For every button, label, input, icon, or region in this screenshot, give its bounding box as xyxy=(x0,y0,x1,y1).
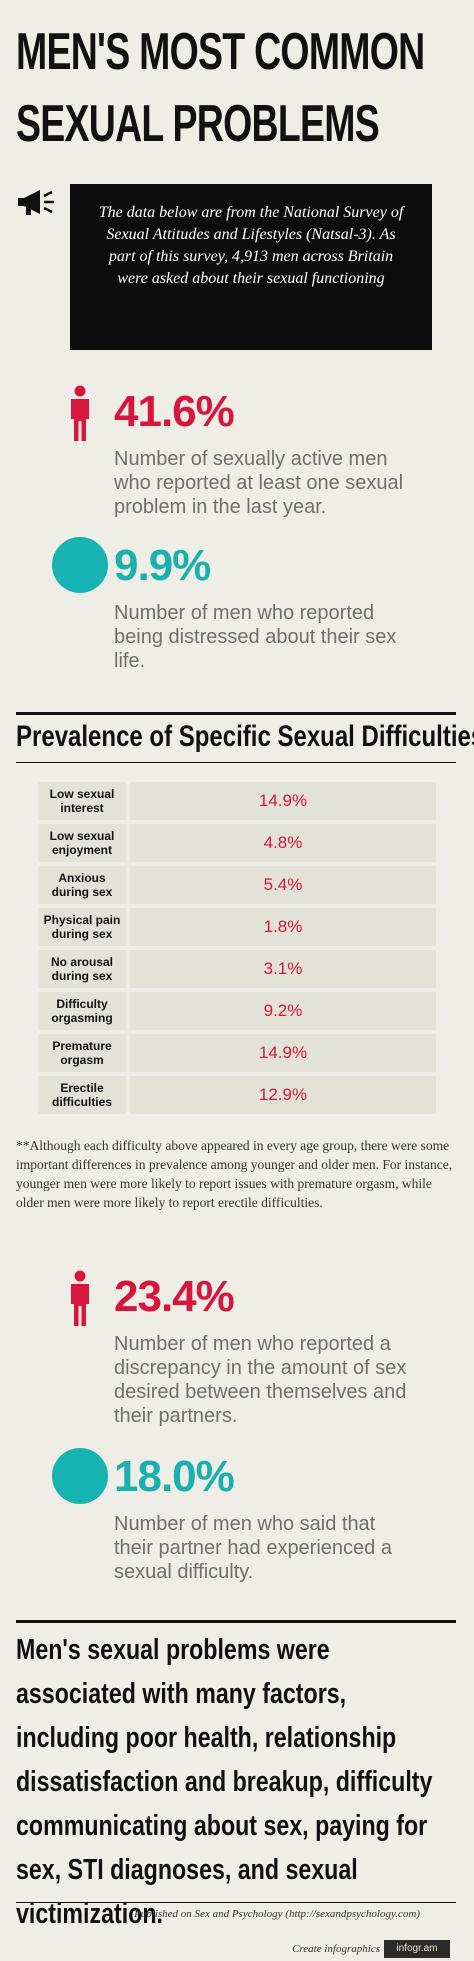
difficulty-value: 14.9% xyxy=(130,782,436,820)
title-line-2: SEXUAL PROBLEMS xyxy=(16,95,380,153)
divider xyxy=(16,1902,456,1903)
stat-description: Number of men who reported a discrepancy… xyxy=(114,1333,407,1427)
person-icon xyxy=(71,1270,89,1326)
difficulty-label: No arousal during sex xyxy=(38,950,126,988)
title-line-1: MEN'S MOST COMMON xyxy=(16,23,425,81)
table-row: No arousal during sex 3.1% xyxy=(38,950,436,988)
divider xyxy=(16,1620,456,1623)
page-title: MEN'S MOST COMMON SEXUAL PROBLEMS xyxy=(16,16,425,160)
table-row: Erectile difficulties 12.9% xyxy=(38,1076,436,1114)
table-row: Low sexual interest 14.9% xyxy=(38,782,436,820)
person-icon xyxy=(71,385,89,441)
chart-title: Prevalence of Specific Sexual Difficulti… xyxy=(16,720,474,753)
stat-value: 18.0% xyxy=(114,1452,235,1501)
conclusion-text: Men's sexual problems were associated wi… xyxy=(16,1634,433,1930)
difficulty-value: 1.8% xyxy=(130,908,436,946)
table-row: Premature orgasm 14.9% xyxy=(38,1034,436,1072)
stat-description: Number of men who said that their partne… xyxy=(114,1513,392,1583)
create-infographics-link[interactable]: Create infographics xyxy=(292,1943,380,1955)
megaphone-icon xyxy=(18,190,54,215)
footnote: **Although each difficulty above appeare… xyxy=(16,1138,453,1210)
difficulty-label: Anxious during sex xyxy=(38,866,126,904)
difficulty-value: 9.2% xyxy=(130,992,436,1030)
circle-icon xyxy=(52,537,108,593)
table-row: Difficulty orgasming 9.2% xyxy=(38,992,436,1030)
difficulty-value: 5.4% xyxy=(130,866,436,904)
difficulty-value: 4.8% xyxy=(130,824,436,862)
stat-value: 23.4% xyxy=(114,1272,235,1321)
difficulty-label: Erectile difficulties xyxy=(38,1076,126,1114)
stat-description: Number of men who reported being distres… xyxy=(114,602,397,672)
table-row: Low sexual enjoyment 4.8% xyxy=(38,824,436,862)
difficulty-label: Low sexual interest xyxy=(38,782,126,820)
stat-description: Number of sexually active men who report… xyxy=(114,448,404,518)
table-row: Physical pain during sex 1.8% xyxy=(38,908,436,946)
intro-box: The data below are from the National Sur… xyxy=(70,184,432,350)
difficulty-label: Physical pain during sex xyxy=(38,908,126,946)
difficulty-value: 12.9% xyxy=(130,1076,436,1114)
divider xyxy=(16,712,456,715)
difficulty-label: Difficulty orgasming xyxy=(38,992,126,1030)
difficulty-label: Low sexual enjoyment xyxy=(38,824,126,862)
brand-logo[interactable]: infogr.am xyxy=(384,1940,450,1958)
difficulty-value: 3.1% xyxy=(130,950,436,988)
published-credit: Published on Sex and Psychology (http://… xyxy=(134,1908,420,1920)
difficulty-value: 14.9% xyxy=(130,1034,436,1072)
table-row: Anxious during sex 5.4% xyxy=(38,866,436,904)
stat-value: 41.6% xyxy=(114,387,235,436)
difficulty-label: Premature orgasm xyxy=(38,1034,126,1072)
circle-icon xyxy=(52,1448,108,1504)
divider xyxy=(16,762,456,763)
stat-value: 9.9% xyxy=(114,541,211,590)
